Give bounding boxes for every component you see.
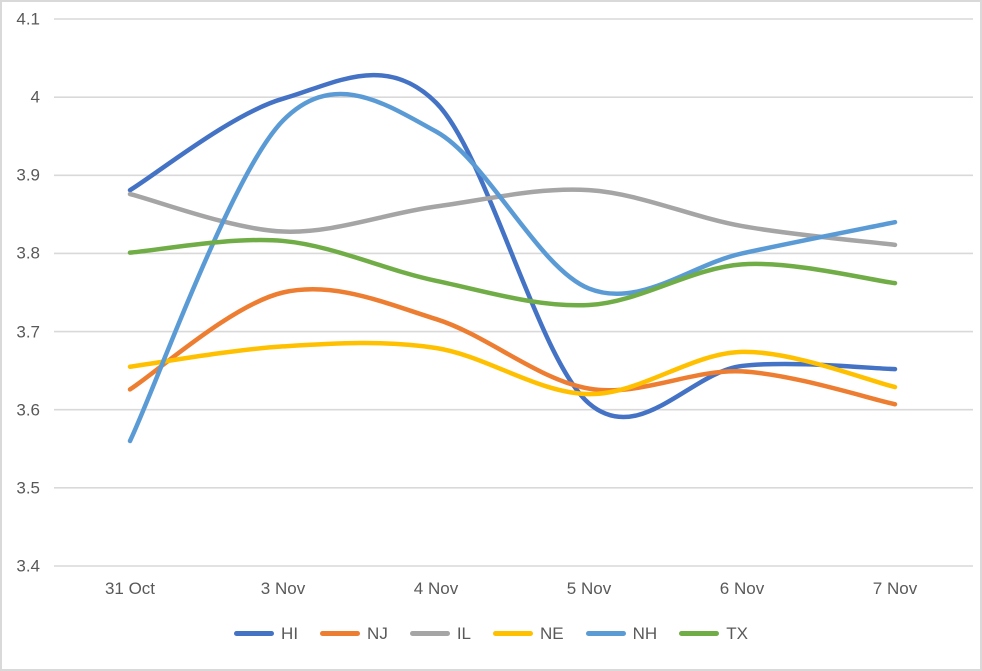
x-axis-label: 6 Nov — [719, 579, 765, 598]
y-axis-label: 3.7 — [16, 322, 40, 342]
y-axis-label: 4 — [30, 87, 40, 107]
series-line-NJ[interactable] — [127, 287, 898, 407]
legend-item-IL[interactable]: IL — [409, 624, 472, 643]
legend: HI NJ IL NE NH TX — [2, 625, 980, 642]
series-line-TX[interactable] — [127, 237, 898, 308]
legend-item-NE[interactable]: NE — [493, 625, 564, 642]
legend-item-NH[interactable]: NH — [585, 624, 658, 643]
legend-label: NH — [632, 624, 658, 643]
series-line-HI[interactable] — [127, 72, 898, 420]
legend-line-icon-NJ — [320, 631, 361, 636]
x-axis-label: 3 Nov — [260, 579, 306, 598]
legend-line-icon-NE — [493, 631, 534, 636]
legend-label: NE — [540, 624, 564, 643]
y-axis-label: 3.6 — [16, 400, 40, 420]
series-line-NH[interactable] — [127, 91, 898, 444]
legend-label: IL — [456, 624, 472, 643]
legend-line-icon-NH — [585, 631, 626, 636]
x-axis-label: 4 Nov — [413, 579, 459, 598]
y-axis-label: 3.5 — [16, 478, 40, 498]
legend-item-HI[interactable]: HI — [234, 625, 298, 642]
x-axis-label: 7 Nov — [872, 579, 918, 598]
series-line-NE[interactable] — [127, 340, 898, 397]
y-axis-label: 3.9 — [16, 165, 40, 185]
x-axis-label: 5 Nov — [566, 579, 612, 598]
legend-line-icon-TX — [679, 631, 720, 636]
y-axis-label: 3.4 — [16, 556, 40, 576]
series-line-IL[interactable] — [127, 187, 898, 248]
legend-item-NJ[interactable]: NJ — [320, 625, 388, 642]
y-axis-label: 4.1 — [16, 9, 40, 29]
x-axis-label: 31 Oct — [104, 579, 156, 598]
legend-label: HI — [281, 624, 299, 643]
legend-item-TX[interactable]: TX — [679, 625, 748, 642]
legend-label: NJ — [367, 624, 388, 643]
legend-line-icon-IL — [409, 631, 450, 636]
legend-label: TX — [726, 624, 748, 643]
legend-line-icon-HI — [234, 631, 275, 636]
y-axis-label: 3.8 — [16, 243, 40, 263]
